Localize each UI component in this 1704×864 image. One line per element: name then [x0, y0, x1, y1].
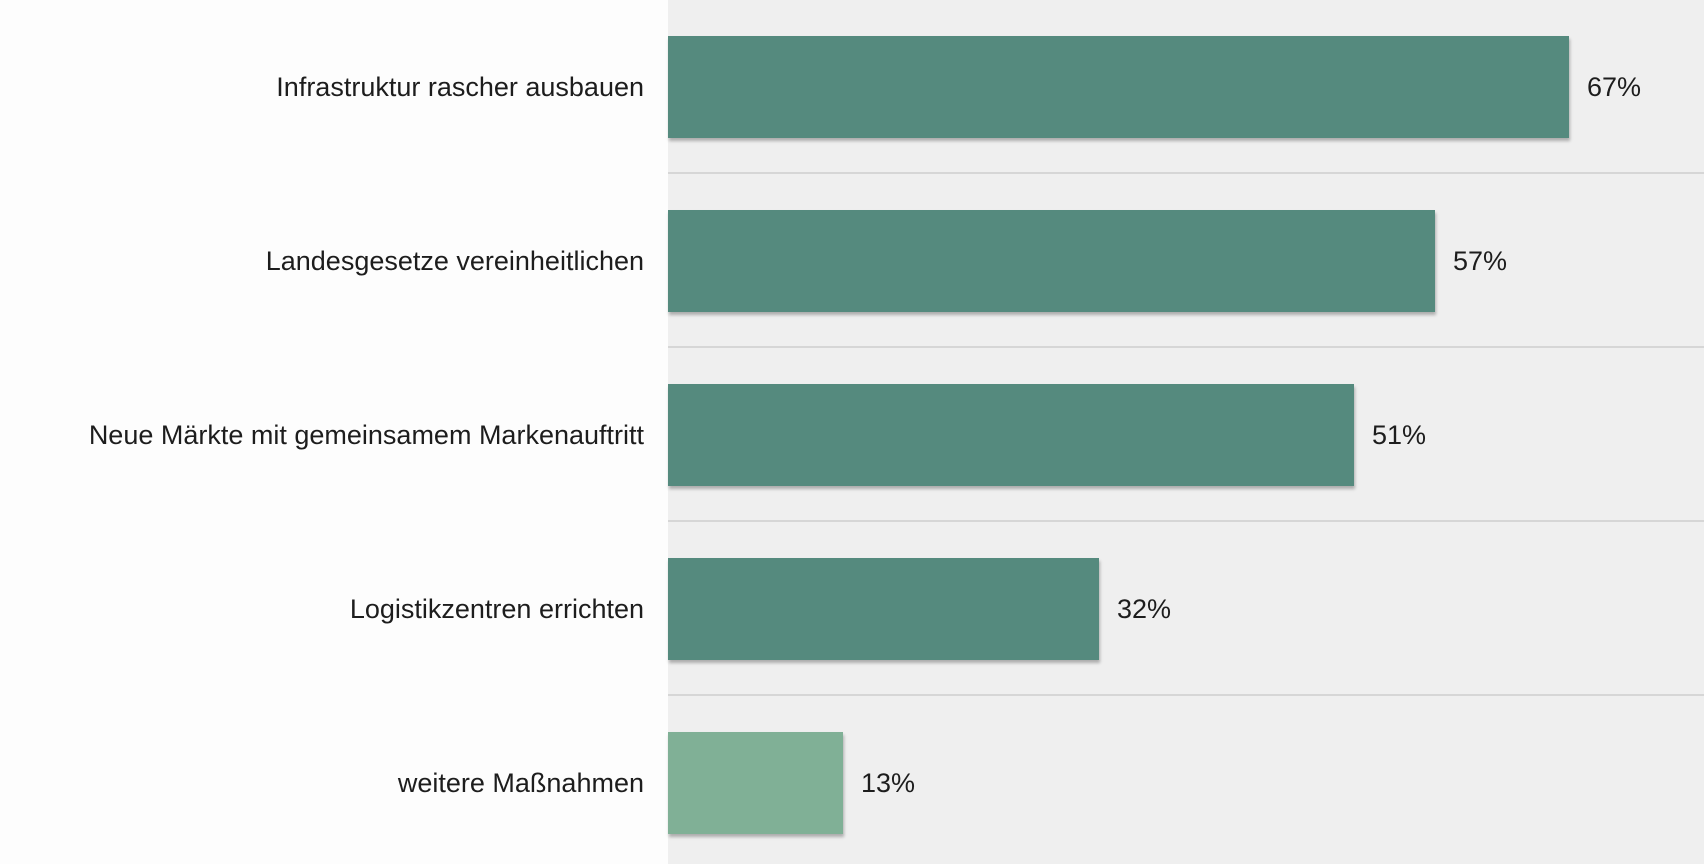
bar	[668, 384, 1354, 486]
bar	[668, 36, 1569, 138]
bar	[668, 732, 843, 834]
category-label: Infrastruktur rascher ausbauen	[276, 72, 644, 102]
row-separator	[668, 172, 1704, 174]
category-label-panel: Infrastruktur rascher ausbauen Landesgese…	[0, 0, 668, 864]
row-separator	[668, 694, 1704, 696]
value-label: 51%	[1372, 420, 1427, 450]
value-label: 32%	[1117, 594, 1172, 624]
plot-area: 67% 57% 51% 32% 13%	[668, 0, 1704, 864]
value-label: 67%	[1587, 72, 1642, 102]
value-label: 57%	[1453, 246, 1508, 276]
row-separator	[668, 346, 1704, 348]
value-label: 13%	[861, 768, 916, 798]
bar	[668, 210, 1435, 312]
row-separator	[668, 520, 1704, 522]
bar	[668, 558, 1099, 660]
category-label: Neue Märkte mit gemeinsamem Markenauftri…	[88, 420, 644, 450]
category-label: Logistikzentren errichten	[349, 594, 644, 624]
category-label: Landesgesetze vereinheitlichen	[265, 246, 644, 276]
category-label: weitere Maßnahmen	[397, 768, 644, 798]
